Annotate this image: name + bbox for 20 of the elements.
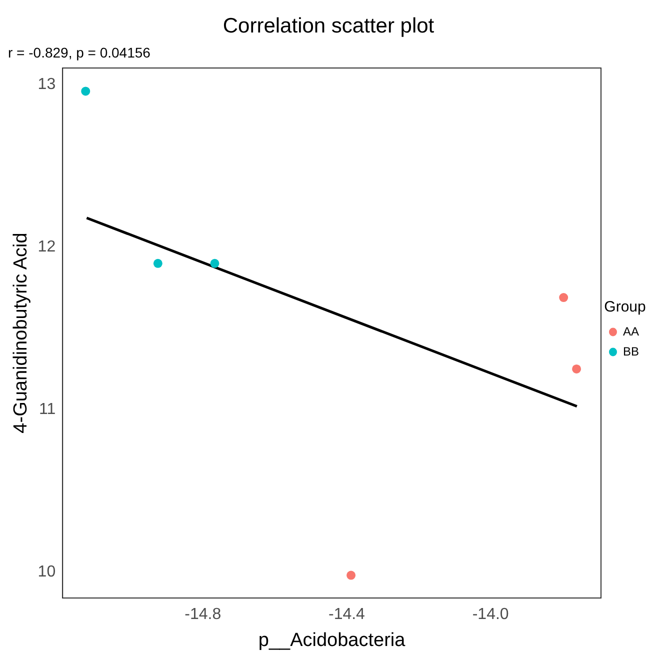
chart-subtitle: r = -0.829, p = 0.04156 bbox=[8, 44, 151, 60]
point bbox=[346, 570, 356, 580]
x-tick-label: -14.8 bbox=[184, 606, 222, 624]
point bbox=[572, 364, 582, 374]
legend-label: BB bbox=[622, 344, 640, 358]
legend-label: AA bbox=[622, 324, 640, 338]
point bbox=[210, 258, 220, 268]
x-axis-title: p__Acidobacteria bbox=[258, 630, 406, 651]
y-axis-title: 4-Guanidinobutyric Acid bbox=[10, 232, 32, 434]
x-tick-label: -14.4 bbox=[328, 606, 366, 624]
y-tick-label: 13 bbox=[38, 76, 56, 94]
chart-title: Correlation scatter plot bbox=[222, 14, 434, 38]
y-tick-label: 12 bbox=[38, 238, 56, 256]
legend-title: Group bbox=[604, 298, 646, 316]
y-tick-label: 10 bbox=[38, 563, 56, 580]
point bbox=[81, 86, 90, 96]
point bbox=[153, 258, 162, 268]
point bbox=[559, 293, 568, 302]
y-tick-label: 11 bbox=[38, 400, 56, 418]
x-tick-label: -14.0 bbox=[472, 606, 509, 624]
